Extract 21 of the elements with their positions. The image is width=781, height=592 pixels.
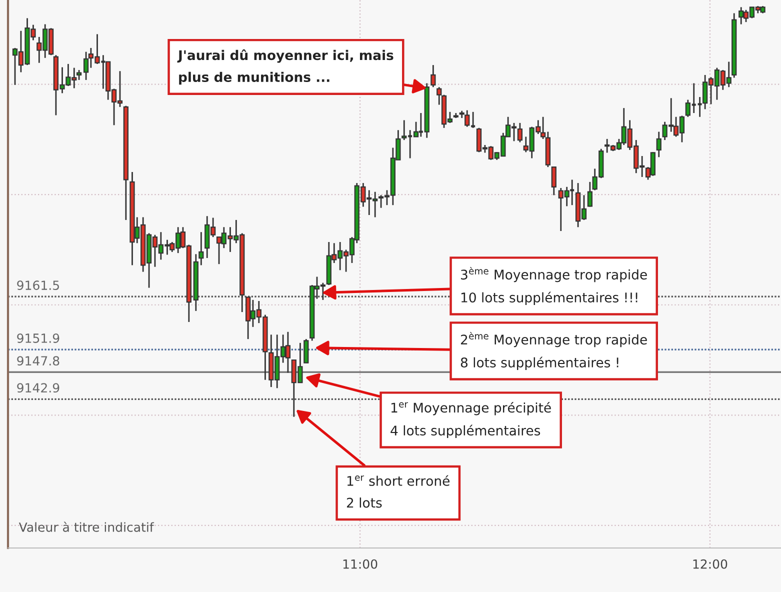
candlestick xyxy=(587,181,592,208)
candlestick xyxy=(517,122,523,143)
annotation: Valeur à titre indicatif xyxy=(18,522,154,532)
annotation: 2$^{ème}$ Moyennage trop rapide 8 lots supplémentaires ! xyxy=(460,332,647,370)
ref-line-label: 9151.9 xyxy=(17,333,60,343)
x-tick-label: 11:00 xyxy=(343,559,378,569)
ref-line-label: 9147.8 xyxy=(17,356,60,366)
x-tick-label: 12:00 xyxy=(693,559,728,569)
candlestick xyxy=(304,338,309,364)
annotation: 1$^{er}$ short erroné 2 lots xyxy=(346,475,450,508)
candlestick xyxy=(430,64,436,88)
candlestick xyxy=(540,116,546,140)
ref-line-label: 9142.9 xyxy=(17,383,60,393)
ref-line-label: 9161.5 xyxy=(17,280,59,290)
candlestick xyxy=(656,131,662,158)
annotation: J'aurai dû moyenner ici, mais plus de munitions ... xyxy=(177,49,394,85)
candlestick xyxy=(551,166,556,196)
candlestick xyxy=(83,51,89,81)
candlestick xyxy=(198,231,204,266)
annotation: 3$^{ème}$ Moyennage trop rapide 10 lots supplémentaires !!! xyxy=(461,266,647,306)
annotation: 1$^{er}$ Moyennage précipité 4 lots supplémentaires xyxy=(390,402,551,438)
